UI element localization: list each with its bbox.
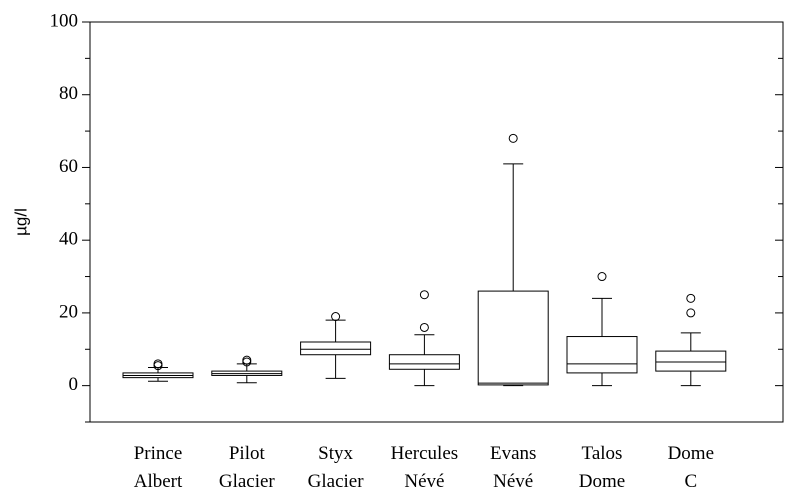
x-tick-label-line: Dome	[579, 471, 625, 492]
plot-frame	[89, 21, 784, 423]
y-axis-label: µg/l	[11, 208, 30, 236]
y-tick-label: 80	[59, 83, 78, 104]
y-tick-label: 20	[59, 301, 78, 322]
x-tick-label-line: Dome	[668, 443, 714, 464]
x-tick-label: Talos Dome	[579, 443, 625, 492]
box	[566, 336, 638, 374]
x-tick-label-line: Hercules	[391, 443, 459, 464]
x-tick-label-line: Glacier	[308, 471, 365, 492]
x-tick-label: Prince Albert	[134, 443, 183, 492]
x-tick-label-line: Pilot	[229, 443, 266, 464]
x-tick-label: Dome C	[668, 443, 714, 492]
outlier	[508, 133, 518, 143]
x-tick-label-line: C	[684, 471, 697, 492]
x-tick-label: Pilot Glacier	[219, 443, 276, 492]
box	[477, 290, 549, 386]
outlier	[331, 312, 341, 322]
box	[655, 350, 727, 372]
outlier	[153, 359, 163, 369]
outlier	[419, 290, 429, 300]
outlier	[597, 272, 607, 282]
outlier	[242, 355, 252, 365]
y-tick-label: 100	[50, 10, 79, 31]
x-tick-label-line: Névé	[493, 471, 533, 492]
outlier	[686, 308, 696, 318]
outlier	[686, 293, 696, 303]
x-tick-label-line: Talos	[582, 443, 623, 464]
y-tick-label: 0	[69, 374, 79, 395]
x-tick-label-line: Névé	[404, 471, 444, 492]
x-tick-label: Evans Névé	[490, 443, 536, 492]
outlier	[419, 322, 429, 332]
x-tick-label-line: Albert	[134, 471, 183, 492]
x-tick-label-line: Glacier	[219, 471, 276, 492]
x-tick-label: Hercules Névé	[391, 443, 459, 492]
x-tick-label: Styx Glacier	[308, 443, 365, 492]
y-tick-label: 40	[59, 229, 78, 250]
y-tick-label: 60	[59, 156, 78, 177]
box	[300, 341, 372, 356]
x-tick-label-line: Evans	[490, 443, 536, 464]
x-tick-label-line: Styx	[318, 443, 353, 464]
x-tick-label-line: Prince	[134, 443, 183, 464]
box	[388, 354, 460, 370]
